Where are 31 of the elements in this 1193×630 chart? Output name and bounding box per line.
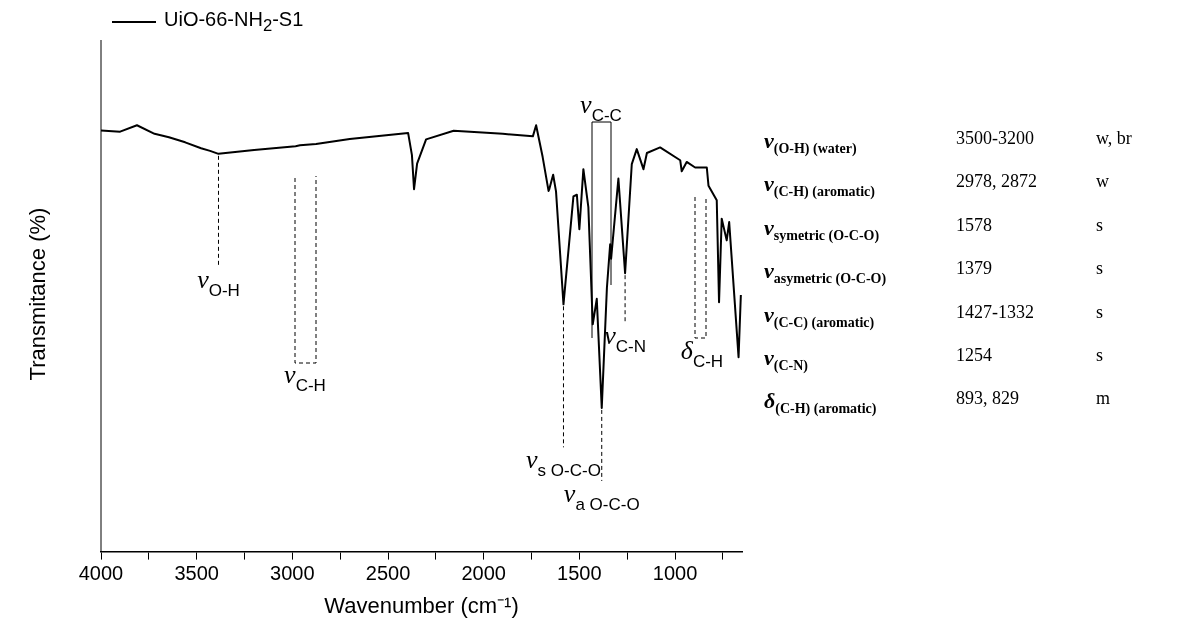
text: δ$_{(C-H) (aromatic)}$ xyxy=(764,388,878,418)
text: ν$_{(C-C) (aromatic)}$ xyxy=(764,301,876,331)
x-tick-label: 3500 xyxy=(174,562,219,585)
text: ν$_{(C-H) (aromatic)}$ xyxy=(764,171,876,201)
x-tick-label: 2500 xyxy=(365,562,411,585)
text: ν$_{symetric (O-C-O)}$ xyxy=(764,214,881,245)
text: s xyxy=(1096,258,1104,281)
text: 3500-3200 xyxy=(956,128,1035,150)
text: m xyxy=(1096,388,1111,411)
text: ν$_{(O-H) (water)}$ xyxy=(764,128,858,158)
x-tick-label: 2000 xyxy=(461,562,506,585)
legend-label: UiO-66-NH$_{2}$-S1 xyxy=(164,8,304,36)
text: w xyxy=(1096,171,1110,194)
text: s xyxy=(1096,301,1104,324)
y-axis-title: Transmitance (%) xyxy=(25,207,51,381)
x-tick-label: 1500 xyxy=(557,562,602,585)
text: w, br xyxy=(1096,128,1133,150)
x-tick-label: 1000 xyxy=(652,562,698,585)
text: s xyxy=(1096,344,1104,367)
x-tick-label: 4000 xyxy=(78,562,124,585)
text: 2978, 2872 xyxy=(956,171,1038,194)
text: ν$_{asymetric (O-C-O)}$ xyxy=(764,258,888,288)
text: 1578 xyxy=(956,214,993,237)
text: ν$_{(C-N)}$ xyxy=(764,344,809,375)
text: 1379 xyxy=(956,258,993,281)
text: 1254 xyxy=(956,344,993,367)
x-axis-title: Wavenumber (cm⁻¹) xyxy=(324,592,519,618)
text: s xyxy=(1096,214,1104,237)
text: 1427-1332 xyxy=(956,301,1035,324)
x-tick-label: 3000 xyxy=(270,562,315,585)
text: 893, 829 xyxy=(956,388,1020,411)
